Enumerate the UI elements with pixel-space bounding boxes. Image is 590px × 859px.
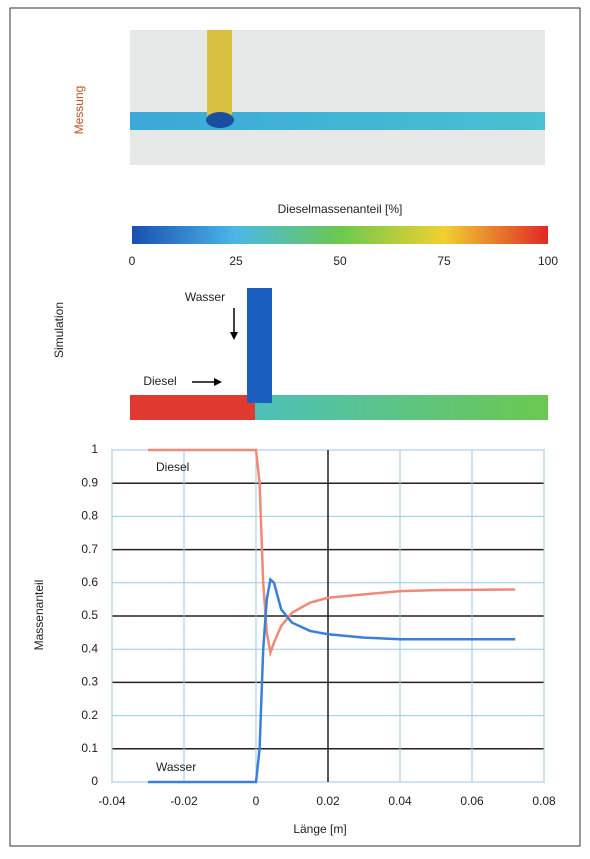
y-tick-label: 0.4 xyxy=(81,641,98,655)
series-label: Diesel xyxy=(156,460,189,474)
x-tick-label: -0.02 xyxy=(170,794,198,808)
sim-diesel xyxy=(130,395,255,420)
figure: Messung Dieselmassenanteil [%] Simulatio… xyxy=(0,0,590,854)
y-tick-label: 0 xyxy=(91,774,98,788)
y-tick-label: 0.8 xyxy=(81,509,98,523)
x-tick-label: 0.02 xyxy=(316,794,340,808)
y-tick-label: 0.1 xyxy=(81,741,98,755)
x-tick-label: 0.04 xyxy=(388,794,412,808)
x-axis-label: Länge [m] xyxy=(293,822,346,836)
measurement-label: Messung xyxy=(72,86,86,135)
colorbar-tick-label: 100 xyxy=(538,254,558,268)
y-axis-label: Massenanteil xyxy=(32,580,46,651)
series-label: Wasser xyxy=(156,760,196,774)
y-tick-label: 0.9 xyxy=(81,475,98,489)
x-tick-label: 0 xyxy=(253,794,260,808)
colorbar xyxy=(132,226,548,244)
sim-inflow-top: Wasser xyxy=(185,290,225,304)
photo xyxy=(130,30,545,165)
photo-pipe-vertical xyxy=(207,30,232,120)
y-tick-label: 0.3 xyxy=(81,675,98,689)
colorbar-tick-label: 50 xyxy=(333,254,347,268)
series-line xyxy=(148,579,515,782)
x-tick-label: -0.04 xyxy=(98,794,126,808)
sim-pipe-vertical xyxy=(247,288,272,403)
x-tick-label: 0.08 xyxy=(532,794,556,808)
sim-inflow-left: Diesel xyxy=(143,374,176,388)
colorbar-tick-label: 0 xyxy=(129,254,136,268)
y-tick-label: 1 xyxy=(91,442,98,456)
line-chart: 0 0.1 0.2 0.3 0.4 0.5 0.6 0.7 0.8 0.9 1 -0.04 -0.02 0… xyxy=(81,442,556,808)
colorbar-tick-label: 25 xyxy=(229,254,243,268)
series-line xyxy=(148,450,515,653)
simulation-label: Simulation xyxy=(52,302,66,358)
arrowhead xyxy=(230,332,238,340)
x-tick-label: 0.06 xyxy=(460,794,484,808)
y-tick-label: 0.5 xyxy=(81,608,98,622)
colorbar-label: Dieselmassenanteil [%] xyxy=(278,202,403,216)
arrowhead xyxy=(214,378,222,386)
y-tick-label: 0.2 xyxy=(81,708,98,722)
photo-junction xyxy=(206,112,234,128)
y-tick-label: 0.6 xyxy=(81,575,98,589)
y-tick-label: 0.7 xyxy=(81,542,98,556)
colorbar-tick-label: 75 xyxy=(437,254,451,268)
photo-pipe xyxy=(130,112,545,130)
